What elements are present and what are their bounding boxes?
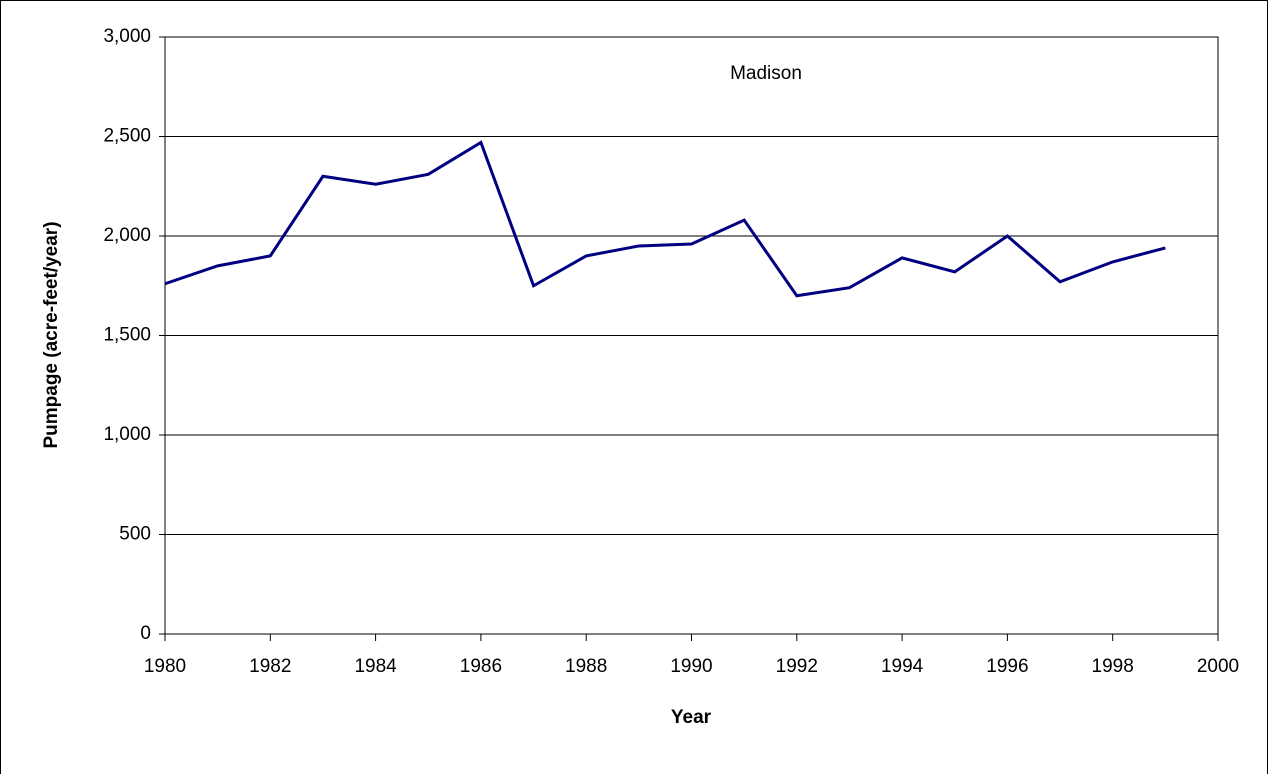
annotation: Madison [730,63,802,84]
y-tick-label: 1,000 [103,424,151,445]
y-tick-label: 2,000 [103,225,151,246]
x-tick-label: 1988 [565,656,607,677]
plot-frame [164,36,1219,635]
x-tick-label: 1980 [144,656,186,677]
x-tick-label: 1986 [460,656,502,677]
x-tick-label: 2000 [1197,656,1239,677]
x-tick-label: 1990 [670,656,712,677]
x-tick-label: 1982 [249,656,291,677]
x-tick-label: 1992 [776,656,818,677]
y-tick-label: 500 [119,524,151,545]
y-tick-label: 0 [140,623,151,644]
x-tick-label: 1994 [881,656,924,677]
x-tick-label: 1998 [1092,656,1134,677]
y-tick-label: 2,500 [103,126,151,147]
x-axis-label: Year [671,707,712,728]
y-tick-label: 1,500 [103,325,151,346]
x-tick-label: 1984 [354,656,397,677]
y-axis-label: Pumpage (acre-feet/year) [41,221,62,448]
x-tick-label: 1996 [986,656,1028,677]
y-tick-label: 3,000 [103,26,151,47]
line [164,140,1166,298]
